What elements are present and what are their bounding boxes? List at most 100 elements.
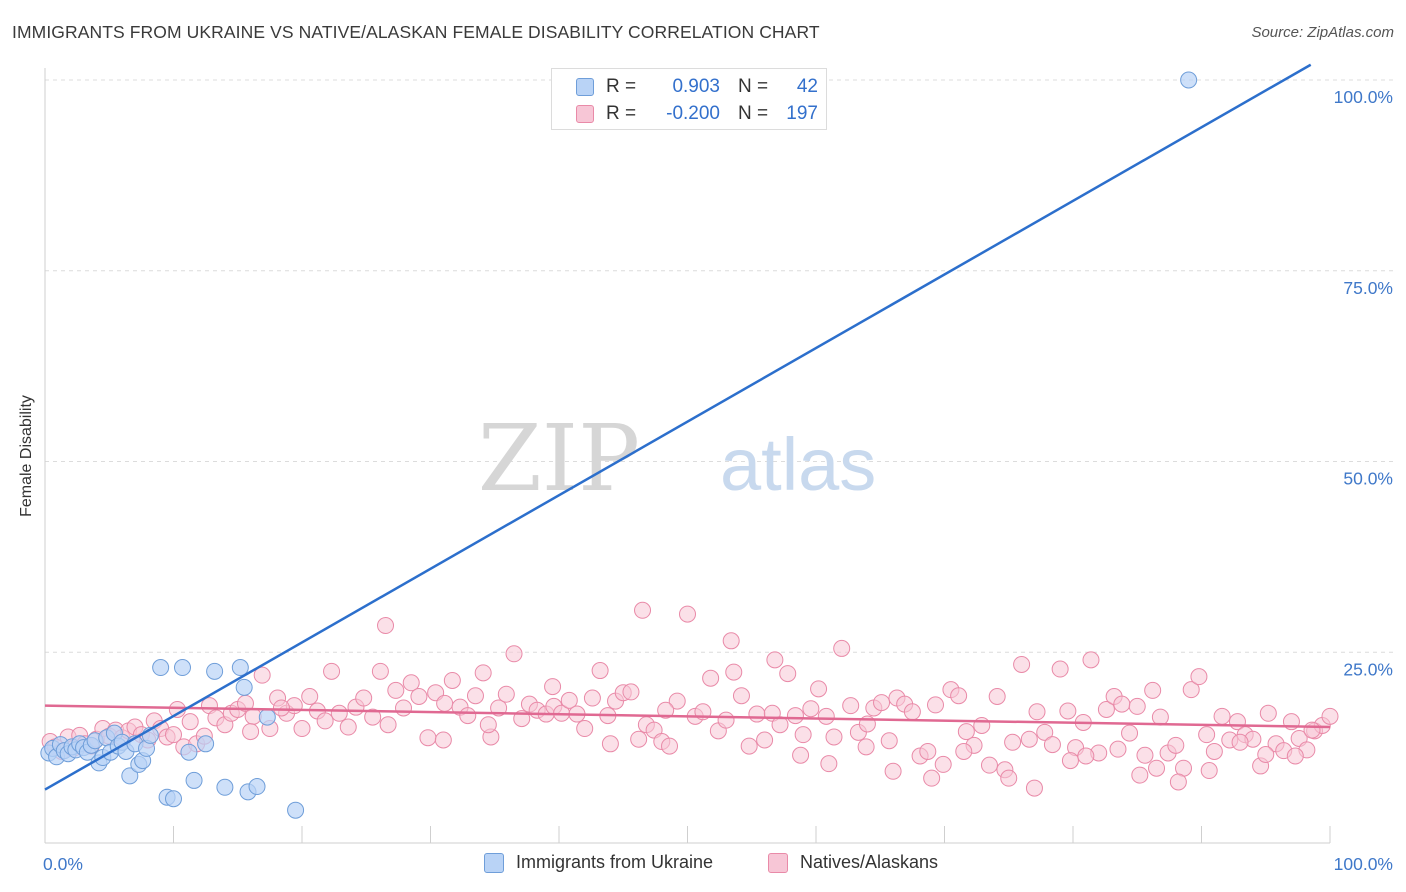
- ukraine-point: [180, 743, 198, 761]
- natives-point: [957, 723, 975, 741]
- legend-item-natives[interactable]: Natives/Alaskans: [768, 852, 938, 873]
- natives-point: [244, 707, 262, 725]
- natives-swatch: [576, 105, 594, 123]
- natives-point: [1128, 697, 1146, 715]
- natives-point: [1200, 762, 1218, 780]
- x-tick-label-max: 100.0%: [1334, 854, 1393, 874]
- y-tick-label: 25.0%: [1343, 659, 1393, 679]
- natives-point: [786, 707, 804, 725]
- natives-point: [1257, 745, 1275, 763]
- series-legend: Immigrants from Ukraine Natives/Alaskans: [0, 852, 1406, 876]
- natives-point: [661, 737, 679, 755]
- natives-points: [41, 601, 1339, 797]
- natives-point: [702, 669, 720, 687]
- natives-point: [505, 645, 523, 663]
- natives-point: [820, 755, 838, 773]
- natives-point: [1182, 681, 1200, 699]
- natives-point: [293, 720, 311, 738]
- natives-point: [497, 685, 515, 703]
- natives-point: [1000, 769, 1018, 787]
- natives-point: [1077, 747, 1095, 765]
- watermark-atlas: atlas: [720, 423, 876, 506]
- ukraine-points: [40, 71, 1198, 819]
- natives-point: [817, 707, 835, 725]
- natives-point: [355, 689, 373, 707]
- natives-point: [740, 737, 758, 755]
- ukraine-point: [235, 678, 253, 696]
- natives-point: [1167, 736, 1185, 754]
- natives-point: [1136, 746, 1154, 764]
- natives-point: [1059, 702, 1077, 720]
- natives-point: [668, 692, 686, 710]
- natives-point: [601, 735, 619, 753]
- natives-point: [1025, 779, 1043, 797]
- natives-point: [1190, 668, 1208, 686]
- natives-point: [825, 728, 843, 746]
- ukraine-point: [287, 801, 305, 819]
- natives-point: [950, 687, 968, 705]
- n-label: N =: [738, 76, 769, 97]
- natives-point: [679, 605, 696, 623]
- natives-point: [1151, 708, 1169, 726]
- r-value: 0.903: [672, 76, 720, 97]
- natives-point: [1061, 752, 1079, 770]
- ukraine-point: [248, 778, 266, 796]
- chart-title: IMMIGRANTS FROM UKRAINE VS NATIVE/ALASKA…: [12, 22, 820, 42]
- grid-lines: [45, 79, 1393, 653]
- natives-point: [1198, 726, 1216, 744]
- natives-point: [253, 666, 271, 684]
- natives-point: [387, 681, 405, 699]
- natives-point: [339, 718, 357, 736]
- natives-point: [622, 683, 640, 701]
- natives-point: [1109, 740, 1127, 758]
- natives-point: [371, 662, 389, 680]
- ukraine-point: [1180, 71, 1198, 89]
- natives-point: [474, 664, 492, 682]
- natives-point: [410, 688, 428, 706]
- natives-point: [833, 639, 851, 657]
- natives-point: [1213, 707, 1231, 725]
- legend-label-ukraine: Immigrants from Ukraine: [516, 852, 714, 872]
- natives-point: [903, 703, 921, 721]
- natives-point: [1231, 733, 1249, 751]
- natives-point: [1043, 736, 1061, 754]
- natives-point: [434, 731, 452, 749]
- ukraine-point: [152, 659, 170, 677]
- r-label: R =: [606, 76, 637, 97]
- natives-point: [1020, 730, 1038, 748]
- ukraine-point: [231, 659, 249, 677]
- natives-point: [884, 762, 902, 780]
- natives-point: [630, 730, 648, 748]
- natives-point: [857, 738, 875, 756]
- stats-legend: R = 0.903 N = 42 R = -0.200 N = 197: [551, 68, 827, 130]
- r-label: R =: [606, 103, 637, 124]
- natives-point: [1097, 700, 1115, 718]
- natives-point: [419, 729, 437, 747]
- y-tick-label: 50.0%: [1343, 469, 1393, 489]
- natives-point: [934, 755, 952, 773]
- legend-item-ukraine[interactable]: Immigrants from Ukraine: [484, 852, 713, 873]
- natives-point: [1113, 695, 1131, 713]
- ukraine-point: [216, 778, 234, 796]
- ukraine-point: [173, 659, 191, 677]
- ukraine-point: [165, 790, 182, 808]
- natives-point: [576, 720, 594, 738]
- natives-point: [377, 617, 395, 635]
- tick-labels: 25.0% 50.0% 75.0% 100.0% 0.0% 100.0%: [43, 87, 1393, 874]
- x-tick-label-min: 0.0%: [43, 854, 83, 874]
- natives-point: [165, 726, 182, 744]
- natives-point: [1321, 707, 1339, 725]
- natives-point: [756, 731, 774, 749]
- natives-point: [810, 680, 828, 698]
- legend-label-natives: Natives/Alaskans: [800, 852, 939, 872]
- natives-point: [802, 700, 820, 718]
- natives-point: [732, 687, 750, 705]
- natives-point: [316, 712, 334, 730]
- natives-point: [1144, 681, 1162, 699]
- natives-point: [766, 651, 784, 669]
- natives-point: [1286, 747, 1304, 765]
- natives-point: [1169, 773, 1187, 791]
- natives-point: [1121, 724, 1139, 742]
- natives-point: [657, 701, 675, 719]
